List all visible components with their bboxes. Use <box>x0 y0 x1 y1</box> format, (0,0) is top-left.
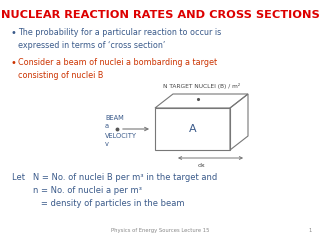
Text: 1: 1 <box>308 228 312 233</box>
Text: •: • <box>10 58 16 68</box>
Text: = density of particles in the beam: = density of particles in the beam <box>12 199 185 208</box>
Text: A: A <box>189 124 196 134</box>
Text: VELOCITY: VELOCITY <box>105 133 137 139</box>
Text: Consider a beam of nuclei a bombarding a target
consisting of nuclei B: Consider a beam of nuclei a bombarding a… <box>18 58 217 79</box>
Text: n = No. of nuclei a per m³: n = No. of nuclei a per m³ <box>12 186 142 195</box>
Text: a: a <box>105 123 109 129</box>
Text: Physics of Energy Sources Lecture 15: Physics of Energy Sources Lecture 15 <box>111 228 209 233</box>
Text: v: v <box>105 141 109 147</box>
Text: NUCLEAR REACTION RATES AND CROSS SECTIONS: NUCLEAR REACTION RATES AND CROSS SECTION… <box>1 10 319 20</box>
Text: dx: dx <box>198 163 205 168</box>
Text: •: • <box>10 28 16 38</box>
Text: BEAM: BEAM <box>105 115 124 121</box>
Text: Let   N = No. of nuclei B per m³ in the target and: Let N = No. of nuclei B per m³ in the ta… <box>12 173 217 182</box>
Text: N TARGET NUCLEI (B) / m²: N TARGET NUCLEI (B) / m² <box>163 83 240 89</box>
Text: The probability for a particular reaction to occur is
expressed in terms of ‘cro: The probability for a particular reactio… <box>18 28 221 49</box>
